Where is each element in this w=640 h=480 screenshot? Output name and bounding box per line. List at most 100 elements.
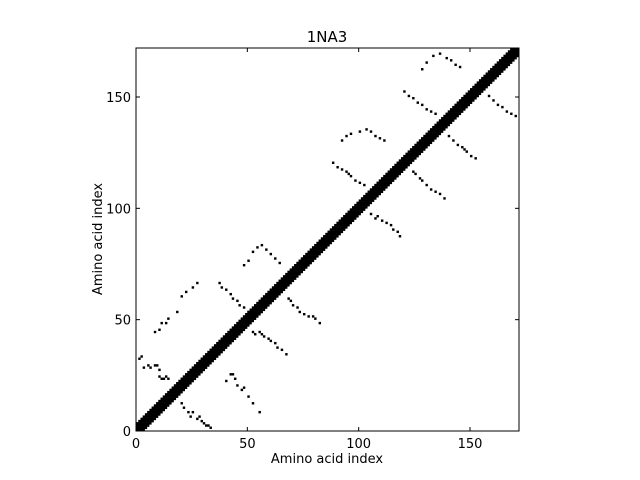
diagonal-band-row [314, 243, 330, 247]
diagonal-band-row [507, 50, 519, 53]
diagonal-band-row [383, 174, 399, 178]
contact-cell [236, 299, 239, 303]
diagonal-band-row [347, 210, 364, 214]
contact-cell [443, 197, 446, 200]
contact-cell [258, 410, 261, 414]
contact-cell [189, 415, 192, 418]
contact-cell [160, 321, 163, 325]
diagonal-band-row [220, 337, 237, 341]
contact-cell [251, 330, 255, 334]
diagonal-band-row [144, 413, 161, 416]
contact-cell [331, 161, 335, 164]
diagonal-band-row [505, 52, 519, 55]
contact-cell [231, 297, 235, 300]
diagonal-band-row [225, 333, 241, 336]
contact-cell [258, 330, 261, 334]
contact-cell [138, 357, 141, 360]
diagonal-band-row [400, 157, 417, 160]
contact-cell [421, 103, 424, 107]
diagonal-band-row [340, 217, 357, 220]
contact-cell [198, 415, 201, 418]
diagonal-band-row [501, 56, 517, 60]
diagonal-band-row [349, 208, 366, 211]
contact-cell [162, 377, 166, 380]
diagonal-band-row [376, 181, 393, 185]
contact-cell [398, 235, 402, 238]
contact-cell [196, 417, 199, 421]
contact-cell [158, 368, 161, 372]
diagonal-band-row [476, 81, 493, 84]
diagonal-band-row [458, 99, 475, 102]
x-tick-label: 150 [458, 437, 483, 452]
contact-cell [220, 286, 224, 289]
diagonal-band-row [242, 315, 259, 318]
diagonal-band-row [184, 373, 201, 376]
diagonal-band-row [162, 395, 179, 398]
diagonal-band-row [478, 79, 495, 82]
diagonal-band-row [490, 68, 506, 71]
diagonal-band-row [142, 415, 159, 418]
diagonal-band-row [387, 170, 404, 173]
diagonal-band-row [291, 266, 308, 269]
diagonal-band-row [298, 259, 315, 263]
diagonal-band-row [494, 63, 511, 67]
diagonal-band-row [421, 137, 437, 140]
contact-cell [429, 110, 433, 113]
diagonal-band-row [503, 54, 519, 58]
diagonal-band-row [510, 48, 519, 51]
contact-cell [247, 395, 250, 398]
diagonal-band-row [392, 166, 408, 169]
diagonal-band-row [187, 370, 203, 374]
diagonal-band-row [238, 319, 255, 323]
diagonal-band-row [449, 108, 466, 111]
contact-cell [412, 96, 415, 100]
y-axis-label: Amino acid index [91, 183, 106, 295]
x-tick-label: 50 [239, 437, 256, 452]
contact-cell [314, 317, 317, 320]
contact-cell [231, 373, 235, 376]
contact-cell [349, 132, 353, 136]
contact-cell [445, 56, 448, 60]
contact-cell [385, 221, 388, 225]
diagonal-band-row [307, 250, 324, 254]
diagonal-band-row [329, 228, 346, 231]
diagonal-band-row [360, 197, 377, 200]
diagonal-band-row [164, 393, 181, 396]
contact-cell [378, 137, 382, 140]
contact-cell [365, 128, 368, 131]
diagonal-band-row [365, 192, 381, 196]
contact-cell [505, 110, 509, 113]
diagonal-band-row [265, 292, 281, 296]
diagonal-band-row [240, 317, 257, 320]
diagonal-band-row [369, 188, 386, 191]
contact-cell [369, 130, 373, 133]
contact-cell [449, 59, 453, 62]
diagonal-band-row [136, 422, 152, 425]
contact-cell [307, 315, 310, 318]
contact-cell [229, 373, 232, 376]
contact-cell [238, 304, 241, 307]
contact-cell [285, 353, 288, 356]
diagonal-band-row [343, 215, 359, 218]
contact-cell [242, 263, 246, 267]
contact-cell [153, 330, 157, 334]
diagonal-band-row [403, 154, 419, 158]
diagonal-band-row [363, 194, 379, 198]
diagonal-band-row [296, 261, 312, 265]
contact-cell [492, 99, 495, 102]
diagonal-band-row [282, 275, 299, 278]
diagonal-band-row [452, 105, 468, 109]
contact-cell [167, 377, 170, 380]
diagonal-band-row [481, 76, 497, 80]
contact-cell [454, 63, 457, 67]
contact-cell [202, 422, 206, 425]
diagonal-band-row [380, 177, 397, 180]
diagonal-band-row [405, 152, 422, 156]
diagonal-band-row [216, 341, 232, 345]
contact-cell [269, 252, 273, 256]
diagonal-band-row [231, 326, 248, 329]
contact-cell [254, 333, 257, 336]
diagonal-band-row [483, 74, 499, 78]
diagonal-band-row [374, 183, 390, 187]
diagonal-band-row [487, 70, 504, 73]
